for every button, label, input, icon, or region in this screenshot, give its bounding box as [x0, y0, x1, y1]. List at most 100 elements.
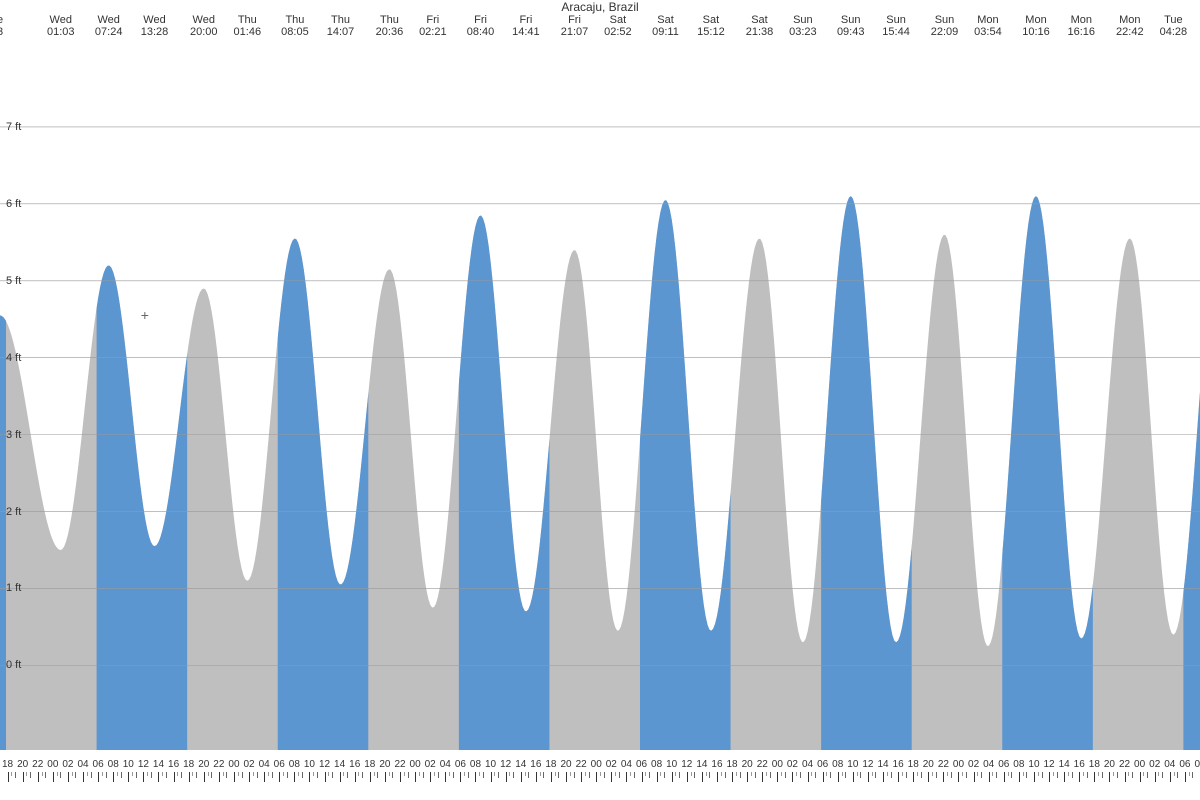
tide-time-label: Mon03:54 [964, 14, 1012, 38]
x-tick-major [868, 772, 869, 782]
x-tick-minor [196, 772, 197, 778]
x-tick-major [38, 772, 39, 782]
x-tick-tiny [1158, 772, 1159, 776]
x-tick-label: 20 [742, 759, 753, 770]
x-tick-label: 10 [847, 759, 858, 770]
tide-time-label-day: Sat [642, 14, 690, 26]
x-tick-major [1094, 772, 1095, 782]
tide-time-label-time: 03:54 [964, 26, 1012, 38]
x-tick-major [98, 772, 99, 782]
x-tick-minor [845, 772, 846, 778]
x-tick-major [23, 772, 24, 782]
plot-svg [0, 50, 1200, 750]
x-tick-tiny [630, 772, 631, 776]
x-tick-minor [45, 772, 46, 778]
x-tick-label: 06 [998, 759, 1009, 770]
x-tick-major [460, 772, 461, 782]
x-tick-label: 02 [968, 759, 979, 770]
x-tick-minor [709, 772, 710, 778]
x-tick-label: 12 [138, 759, 149, 770]
x-tick-minor [287, 772, 288, 778]
x-tick-major [8, 772, 9, 782]
y-tick-label: 0 ft [6, 659, 21, 671]
x-tick-label: 02 [606, 759, 617, 770]
tide-time-label-day: Sun [872, 14, 920, 26]
x-tick-minor [1162, 772, 1163, 778]
x-tick-major [128, 772, 129, 782]
x-tick-label: 14 [877, 759, 888, 770]
x-tick-major [762, 772, 763, 782]
x-tick-minor [408, 772, 409, 778]
tide-time-label: Fri02:21 [409, 14, 457, 38]
tide-time-label: Mon10:16 [1012, 14, 1060, 38]
x-tick-major [143, 772, 144, 782]
tide-time-label-time: 20:36 [365, 26, 413, 38]
x-tick-label: 04 [440, 759, 451, 770]
tide-time-label-day: Tue [1149, 14, 1197, 26]
tide-time-label-time: 04:28 [1149, 26, 1197, 38]
x-tick-major [53, 772, 54, 782]
x-tick-major [717, 772, 718, 782]
x-tick-minor [75, 772, 76, 778]
x-tick-major [626, 772, 627, 782]
x-tick-label: 02 [62, 759, 73, 770]
x-tick-label: 14 [696, 759, 707, 770]
x-tick-tiny [358, 772, 359, 776]
x-tick-major [974, 772, 975, 782]
x-tick-tiny [977, 772, 978, 776]
x-tick-minor [347, 772, 348, 778]
x-tick-label: 00 [1134, 759, 1145, 770]
y-tick-label: 3 ft [6, 429, 21, 441]
x-tick-minor [951, 772, 952, 778]
x-tick-label: 04 [983, 759, 994, 770]
x-tick-label: 12 [319, 759, 330, 770]
tide-time-label-time: 15:12 [687, 26, 735, 38]
x-tick-minor [725, 772, 726, 778]
tide-time-label: Thu20:36 [365, 14, 413, 38]
x-tick-minor [906, 772, 907, 778]
tide-time-label-day: Fri [550, 14, 598, 26]
x-tick-minor [996, 772, 997, 778]
x-tick-major [672, 772, 673, 782]
plot-area: 0 ft1 ft2 ft3 ft4 ft5 ft6 ft7 ft+ [0, 50, 1200, 750]
x-tick-tiny [313, 772, 314, 776]
x-tick-minor [921, 772, 922, 778]
tide-time-label-time: 01:03 [37, 26, 85, 38]
x-tick-minor [1132, 772, 1133, 778]
tide-time-label-day: Wed [37, 14, 85, 26]
x-tick-major [219, 772, 220, 782]
tide-time-label-time: 07:24 [85, 26, 133, 38]
tide-time-label: Sun09:43 [827, 14, 875, 38]
x-tick-label: 22 [1119, 759, 1130, 770]
tide-time-label: Sat15:12 [687, 14, 735, 38]
x-tick-minor [1102, 772, 1103, 778]
x-tick-tiny [1023, 772, 1024, 776]
x-tick-minor [936, 772, 937, 778]
x-tick-tiny [404, 772, 405, 776]
x-tick-label: 06 [817, 759, 828, 770]
tide-time-label: Wed07:24 [85, 14, 133, 38]
tide-time-label-day: Mon [1012, 14, 1060, 26]
x-tick-major [491, 772, 492, 782]
x-tick-label: 00 [228, 759, 239, 770]
x-tick-tiny [857, 772, 858, 776]
x-tick-minor [392, 772, 393, 778]
x-tick-major [445, 772, 446, 782]
x-tick-tiny [328, 772, 329, 776]
x-tick-label: 14 [1059, 759, 1070, 770]
x-tick-minor [498, 772, 499, 778]
x-tick-major [823, 772, 824, 782]
x-tick-minor [151, 772, 152, 778]
x-tick-tiny [872, 772, 873, 776]
x-tick-tiny [192, 772, 193, 776]
x-tick-minor [257, 772, 258, 778]
x-tick-label: 04 [77, 759, 88, 770]
x-tick-tiny [902, 772, 903, 776]
x-tick-minor [634, 772, 635, 778]
x-tick-tiny [917, 772, 918, 776]
x-tick-major [792, 772, 793, 782]
x-tick-major [777, 772, 778, 782]
x-tick-minor [815, 772, 816, 778]
x-tick-minor [60, 772, 61, 778]
x-tick-minor [166, 772, 167, 778]
